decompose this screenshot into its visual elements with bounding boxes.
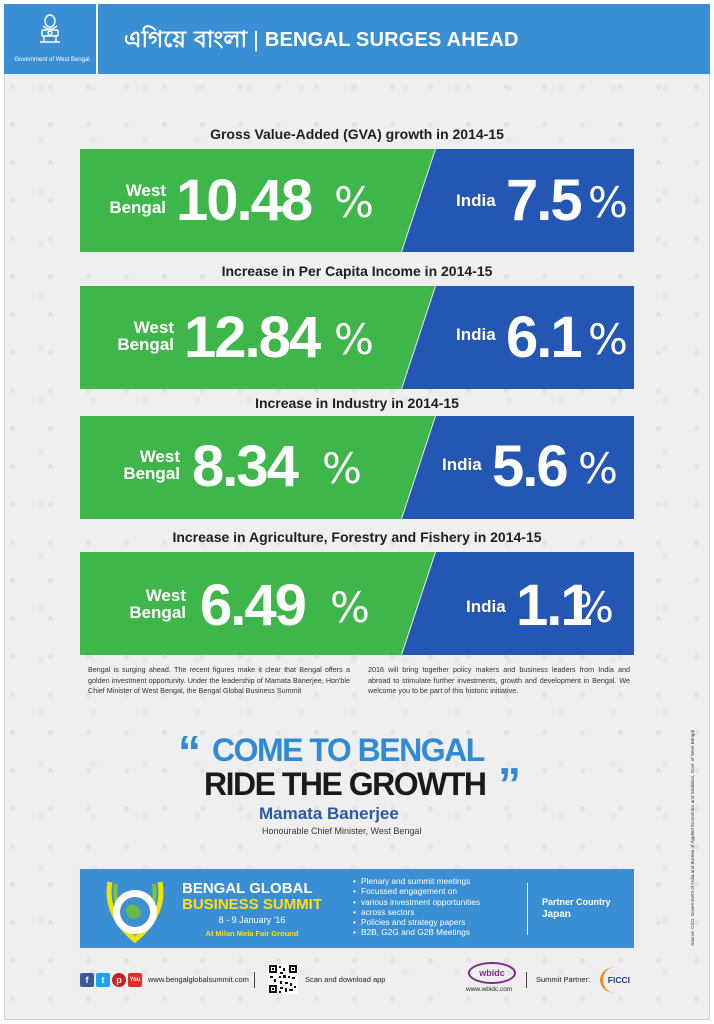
india-label: India [442,455,482,474]
list-item: B2B, G2G and G2B Meetings [353,927,533,938]
wb-percent: % [334,178,374,227]
page-title: এগিয়ে বাংলা | BENGAL SURGES AHEAD [124,24,519,56]
india-value: 5.6 [492,434,569,499]
stat-title: Increase in Industry in 2014-15 [255,395,459,411]
stat-title: Increase in Agriculture, Forestry and Fi… [172,529,542,545]
quote-line-1: COME TO BENGAL [212,732,485,768]
stat-panel: West Bengal 12.84 % India 6.1 % [80,286,634,389]
quote-line-2: RIDE THE GROWTH [204,766,487,802]
summit-banner: BENGAL GLOBAL BUSINESS SUMMIT 8 - 9 Janu… [80,869,634,948]
pinterest-icon[interactable]: p [112,973,126,987]
list-item: Focussed engagement on [353,886,533,897]
footer-divider [526,972,527,988]
wb-value: 12.84 [184,305,321,370]
quote-author-role: Honourable Chief Minister, West Bengal [262,826,422,836]
india-blue-panel [402,286,634,389]
partner-country-value: Japan [542,909,571,920]
twitter-icon[interactable]: t [96,973,110,987]
stat-panel-shapes [80,416,634,519]
emblem-box: Government of West Bengal [4,4,98,74]
list-item: Plenary and summit meetings [353,876,533,887]
stat-title: Increase in Per Capita Income in 2014-15 [221,263,493,279]
wb-label: West Bengal [117,318,174,354]
wb-percent: % [330,583,370,632]
india-value: 7.5 [506,168,583,233]
summit-divider [527,883,528,935]
india-percent: % [578,444,618,493]
header-bar: Government of West Bengal এগিয়ে বাংলা |… [4,4,710,74]
summit-globe-logo-icon [106,881,164,944]
summit-title-line-1: BENGAL GLOBAL [182,880,313,897]
quote-author: Mamata Banerjee [259,804,399,823]
summit-venue: At Milan Mela Fair Ground [205,929,299,938]
quote-open-mark: “ [178,726,201,778]
gov-label: Government of West Bengal [14,57,90,63]
list-item: various investment opportunities [353,897,533,908]
india-label: India [456,325,496,344]
summit-feature-list: Plenary and summit meetings Focussed eng… [353,876,533,938]
title-separator: | [253,27,259,52]
stat-panel: West Bengal 10.48 % India 7.5 % [80,149,634,252]
wb-green-panel [80,416,435,519]
wb-green-panel [80,552,435,655]
india-label: India [456,191,496,210]
india-label: India [466,597,506,616]
wb-percent: % [334,315,374,364]
wb-value: 8.34 [192,434,299,499]
body-text-right: 2016 will bring together policy makers a… [368,665,630,695]
partner-country-label: Partner Country [542,897,611,907]
national-emblem-icon [40,14,60,43]
list-item: Policies and strategy papers [353,917,533,928]
india-percent: % [588,315,628,364]
india-blue-panel [402,552,634,655]
list-item: across sectors [353,907,533,918]
facebook-icon[interactable]: f [80,973,94,987]
footer: f t p You www.bengalglobalsummit.com Sca… [80,960,640,1000]
ficci-logo: FICCI [600,967,630,993]
stat-panel-shapes [80,286,634,389]
title-english: BENGAL SURGES AHEAD [264,28,519,51]
body-text-left: Bengal is surging ahead. The recent figu… [88,665,350,695]
wb-value: 10.48 [176,168,313,233]
stat-panel: West Bengal 6.49 % India 1.1 % [80,552,634,655]
title-bengali: এগিয়ে বাংলা [124,26,248,53]
summit-title-line-2: BUSINESS SUMMIT [182,896,323,913]
india-percent: % [574,583,614,632]
source-note: Source: CSO, Government of India and Bur… [690,730,695,946]
wb-label: West Bengal [129,586,186,622]
summit-partner-label: Summit Partner: [536,975,591,984]
summit-dates: 8 - 9 January '16 [218,915,286,925]
wbidc-url[interactable]: www.wbidc.com [466,986,513,993]
india-value: 1.1 [516,573,593,638]
india-blue-panel [402,416,634,519]
wb-green-panel [80,286,435,389]
wb-value: 6.49 [200,573,307,638]
stat-title: Gross Value-Added (GVA) growth in 2014-1… [210,126,504,142]
social-icons: f t p You [80,973,142,987]
india-percent: % [588,178,628,227]
stat-panel-shapes [80,149,634,252]
wb-label: West Bengal [123,447,180,483]
india-blue-panel [402,149,634,252]
india-value: 6.1 [506,305,583,370]
wb-label: West Bengal [109,181,166,217]
website-link[interactable]: www.bengalglobalsummit.com [148,975,249,984]
qr-code-icon[interactable] [268,964,298,994]
wb-green-panel [80,149,435,252]
stat-panel: West Bengal 8.34 % India 5.6 % [80,416,634,519]
quote-close-mark: ” [498,758,521,810]
wb-percent: % [322,444,362,493]
scan-app-text: Scan and download app [305,975,386,984]
footer-divider [254,972,255,988]
youtube-icon[interactable]: You [128,973,142,987]
stat-panel-shapes [80,552,634,655]
wbidc-logo: wbidc [468,962,516,984]
